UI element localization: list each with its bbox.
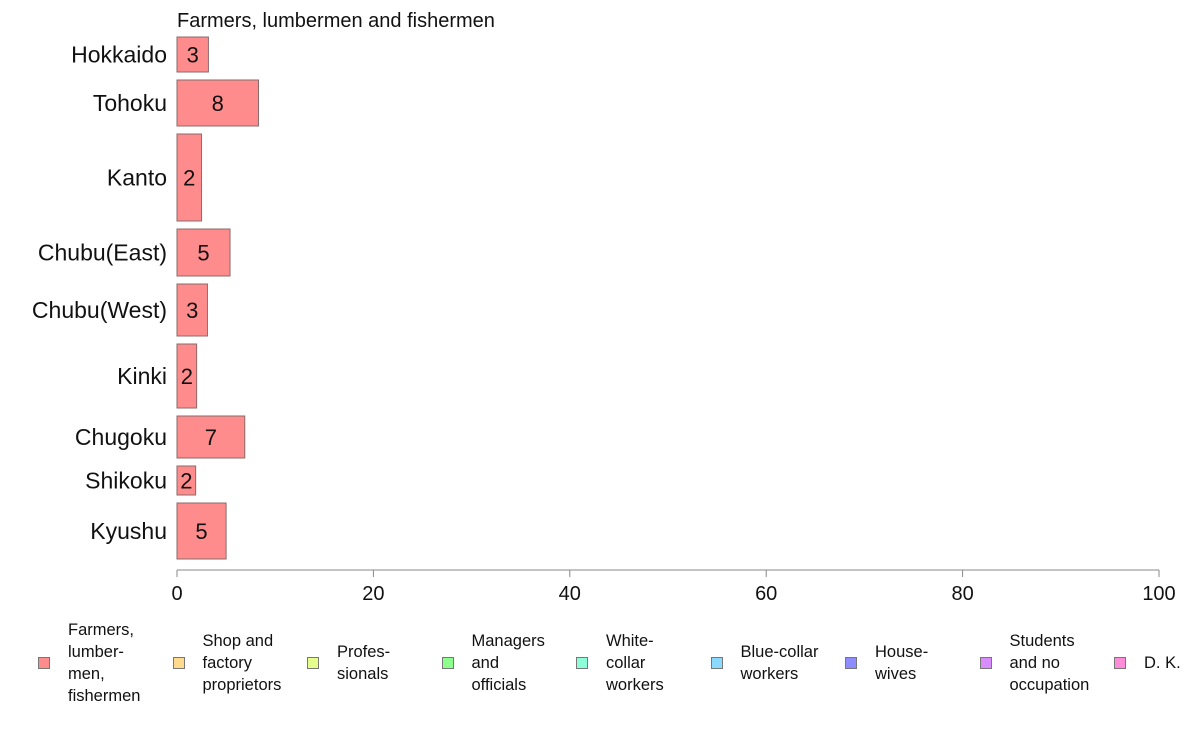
- bar-value-label: 2: [180, 469, 192, 494]
- category-label: Chubu(East): [38, 240, 167, 266]
- category-label: Kyushu: [90, 518, 167, 544]
- legend-label: Students and no occupation: [1009, 632, 1090, 694]
- legend-item: Managers and officials: [441, 618, 545, 708]
- bar-value-label: 3: [186, 298, 198, 323]
- legend-swatch: [1114, 657, 1126, 669]
- legend-label: Profes- sionals: [337, 643, 391, 683]
- legend-label: White- collar workers: [606, 632, 664, 694]
- bar-kinki: [176, 343, 198, 409]
- bar-value-label: 3: [187, 43, 199, 68]
- legend-label: Blue-collar workers: [740, 643, 819, 683]
- legend-label: Farmers, lumber- men, fishermen: [68, 621, 141, 705]
- bar-value-label: 5: [197, 241, 209, 266]
- legend-swatch: [845, 657, 857, 669]
- x-tick-label: 0: [171, 583, 182, 605]
- x-tick-label: 60: [755, 583, 777, 605]
- category-label: Tohoku: [93, 90, 167, 116]
- bar-value-label: 2: [183, 166, 195, 191]
- chart-title: Farmers, lumbermen and fishermen: [177, 10, 495, 32]
- x-tick-label: 80: [951, 583, 973, 605]
- category-label: Kinki: [117, 363, 167, 389]
- bar-hokkaido: [176, 36, 209, 73]
- bar-tohoku: [176, 79, 260, 127]
- category-label: Kanto: [107, 165, 167, 191]
- bar-chubu-west-: [176, 283, 208, 337]
- legend-swatch: [710, 657, 723, 669]
- x-tick-label: 20: [362, 583, 384, 605]
- legend-swatch: [307, 657, 319, 669]
- legend-item: D. K.: [1114, 618, 1181, 708]
- bar-value-label: 2: [181, 364, 193, 389]
- legend-item: Profes- sionals: [307, 618, 390, 708]
- category-label: Chubu(West): [32, 297, 167, 323]
- legend-item: Blue-collar workers: [710, 618, 819, 708]
- bar-chubu-east-: [176, 228, 231, 277]
- bar-kanto: [176, 133, 203, 222]
- bar-value-label: 8: [212, 91, 224, 116]
- legend-item: House- wives: [845, 618, 928, 708]
- legend-item: White- collar workers: [576, 618, 664, 708]
- bar-shikoku: [176, 465, 197, 496]
- x-tick-label: 40: [559, 583, 581, 605]
- bar-value-label: 7: [205, 425, 217, 450]
- legend-item: Students and no occupation: [979, 618, 1090, 708]
- category-label: Chugoku: [75, 424, 167, 450]
- x-tick-label: 100: [1142, 583, 1175, 605]
- legend-swatch: [979, 657, 992, 669]
- category-label: Hokkaido: [71, 42, 167, 68]
- legend-label: House- wives: [875, 643, 929, 683]
- category-label: Shikoku: [85, 468, 167, 494]
- legend-swatch: [441, 657, 454, 669]
- legend-label: Managers and officials: [471, 632, 545, 694]
- legend: Farmers, lumber- men, fishermen Shop and …: [38, 618, 1188, 728]
- legend-item: Shop and factory proprietors: [172, 618, 282, 708]
- legend-swatch: [38, 657, 50, 669]
- bar-chart: Farmers, lumbermen and fishermen 3 Hokkai…: [32, 10, 1176, 605]
- bar-kyushu: [176, 502, 227, 560]
- legend-label: Shop and factory proprietors: [202, 632, 282, 694]
- legend-swatch: [576, 657, 588, 669]
- legend-label: D. K.: [1144, 654, 1181, 672]
- legend-item: Farmers, lumber- men, fishermen: [38, 618, 140, 708]
- bar-value-label: 5: [195, 519, 207, 544]
- legend-swatch: [172, 657, 185, 669]
- bar-chugoku: [176, 415, 246, 459]
